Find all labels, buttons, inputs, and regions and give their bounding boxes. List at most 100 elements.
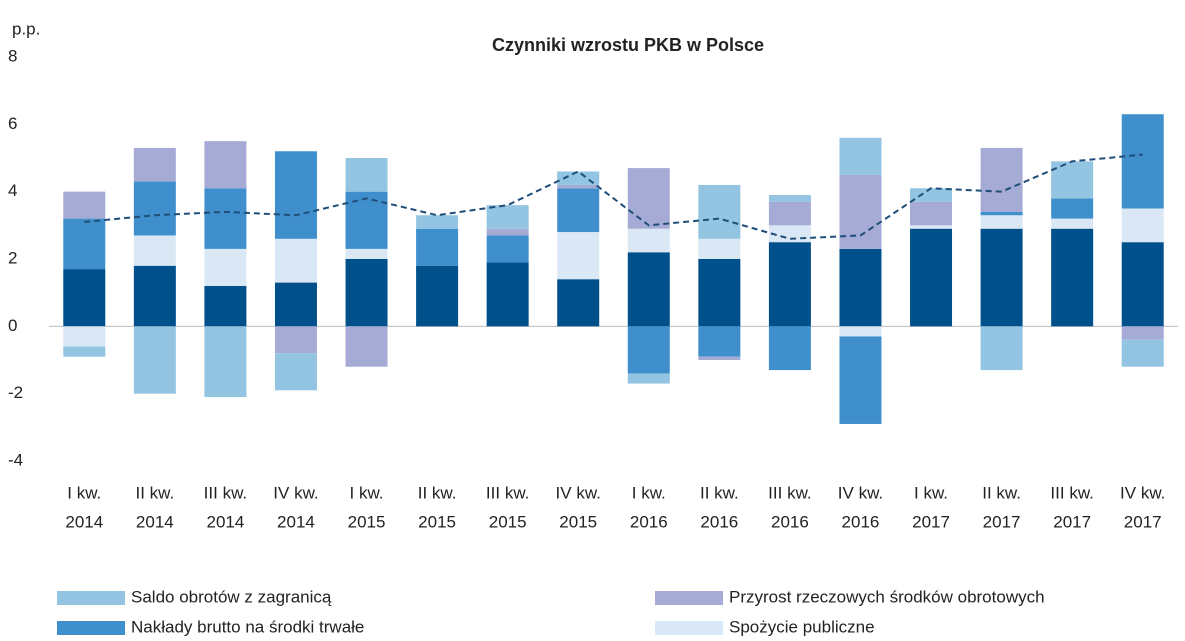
x-tick-label: IV kw. xyxy=(1120,483,1165,502)
x-tick-label: 2017 xyxy=(1053,512,1091,531)
x-tick-label: 2014 xyxy=(206,512,244,531)
x-tick-label: 2015 xyxy=(418,512,456,531)
bar-segment xyxy=(557,232,600,280)
bar-segment xyxy=(1121,326,1164,340)
x-tick-label: 2016 xyxy=(771,512,809,531)
bar-segment xyxy=(839,174,882,249)
bar-segment xyxy=(1121,114,1164,209)
x-tick-label: 2017 xyxy=(983,512,1021,531)
bar-segment xyxy=(204,141,247,189)
bar-segment xyxy=(133,147,176,182)
bar-segment xyxy=(980,228,1023,327)
legend-label: Przyrost rzeczowych środków obrotowych xyxy=(729,587,1045,606)
bar-segment xyxy=(910,188,953,202)
bar-segment xyxy=(557,188,600,233)
x-tick-label: 2014 xyxy=(136,512,174,531)
bar-segment xyxy=(980,147,1023,212)
bar-segment xyxy=(345,326,388,367)
bar-segment xyxy=(698,259,741,327)
x-tick-label: 2015 xyxy=(489,512,527,531)
bar-segment xyxy=(1121,208,1164,243)
bar-segment xyxy=(910,201,953,226)
bar-segment xyxy=(768,201,811,226)
bar-segment xyxy=(698,238,741,259)
y-tick-label: -4 xyxy=(8,450,23,469)
x-tick-label: I kw. xyxy=(350,483,384,502)
x-tick-label: 2014 xyxy=(277,512,315,531)
x-tick-label: 2017 xyxy=(1124,512,1162,531)
x-tick-label: IV kw. xyxy=(838,483,883,502)
bar-segment xyxy=(486,228,529,236)
x-tick-label: 2015 xyxy=(348,512,386,531)
bar-segment xyxy=(63,218,106,270)
bar-segment xyxy=(345,191,388,249)
bar-segment xyxy=(486,205,529,229)
bar-segment xyxy=(133,326,176,394)
x-tick-label: III kw. xyxy=(204,483,247,502)
bar-segment xyxy=(627,373,670,384)
x-tick-label: III kw. xyxy=(486,483,529,502)
bar-segment xyxy=(133,181,176,236)
x-tick-label: I kw. xyxy=(914,483,948,502)
bar-segment xyxy=(980,211,1023,216)
bar-segment xyxy=(204,326,247,398)
x-tick-label: 2017 xyxy=(912,512,950,531)
bar-segment xyxy=(345,158,388,192)
bar-segment xyxy=(1121,339,1164,367)
y-tick-label: 4 xyxy=(8,181,17,200)
bar-segment xyxy=(1051,161,1094,199)
bar-segment xyxy=(416,228,459,266)
bar-segment xyxy=(698,356,741,360)
y-tick-label: -2 xyxy=(8,383,23,402)
x-tick-label: 2016 xyxy=(630,512,668,531)
bar-segment xyxy=(557,171,600,185)
bar-segment xyxy=(768,195,811,202)
y-tick-label: 2 xyxy=(8,248,17,267)
bar-segment xyxy=(910,228,953,327)
x-tick-label: II kw. xyxy=(418,483,457,502)
bar-segment xyxy=(698,184,741,239)
bar-segment xyxy=(345,248,388,259)
x-tick-label: 2014 xyxy=(65,512,103,531)
bar-segment xyxy=(204,248,247,286)
legend-swatch xyxy=(57,621,125,635)
bar-segment xyxy=(768,326,811,371)
x-tick-label: III kw. xyxy=(768,483,811,502)
y-axis-label: p.p. xyxy=(12,19,40,38)
x-tick-label: I kw. xyxy=(632,483,666,502)
bar-segment xyxy=(416,215,459,229)
bar-segment xyxy=(204,188,247,249)
bar-segment xyxy=(1051,228,1094,327)
bar-segment xyxy=(416,265,459,327)
bar-segment xyxy=(768,242,811,327)
legend-swatch xyxy=(655,591,723,605)
bar-segment xyxy=(980,215,1023,229)
x-tick-label: IV kw. xyxy=(273,483,318,502)
x-tick-label: II kw. xyxy=(135,483,174,502)
bar-segment xyxy=(1051,198,1094,219)
x-tick-label: II kw. xyxy=(982,483,1021,502)
bar-segment xyxy=(627,168,670,229)
x-tick-label: II kw. xyxy=(700,483,739,502)
bar-segment xyxy=(204,285,247,327)
bar-segment xyxy=(133,265,176,327)
bar-segment xyxy=(1121,242,1164,327)
bar-segment xyxy=(839,248,882,327)
legend-label: Spożycie publiczne xyxy=(729,617,875,636)
x-tick-label: 2015 xyxy=(559,512,597,531)
x-tick-label: 2016 xyxy=(842,512,880,531)
bar-segment xyxy=(839,326,882,337)
y-tick-label: 6 xyxy=(8,114,17,133)
bar-segment xyxy=(133,235,176,266)
bar-segment xyxy=(274,353,317,391)
legend-label: Nakłady brutto na środki trwałe xyxy=(131,617,364,636)
y-tick-label: 8 xyxy=(8,46,17,65)
x-tick-label: III kw. xyxy=(1050,483,1093,502)
bar-segment xyxy=(274,151,317,239)
bar-segment xyxy=(274,282,317,327)
y-tick-label: 0 xyxy=(8,316,17,335)
bar-segment xyxy=(627,228,670,253)
legend-swatch xyxy=(57,591,125,605)
